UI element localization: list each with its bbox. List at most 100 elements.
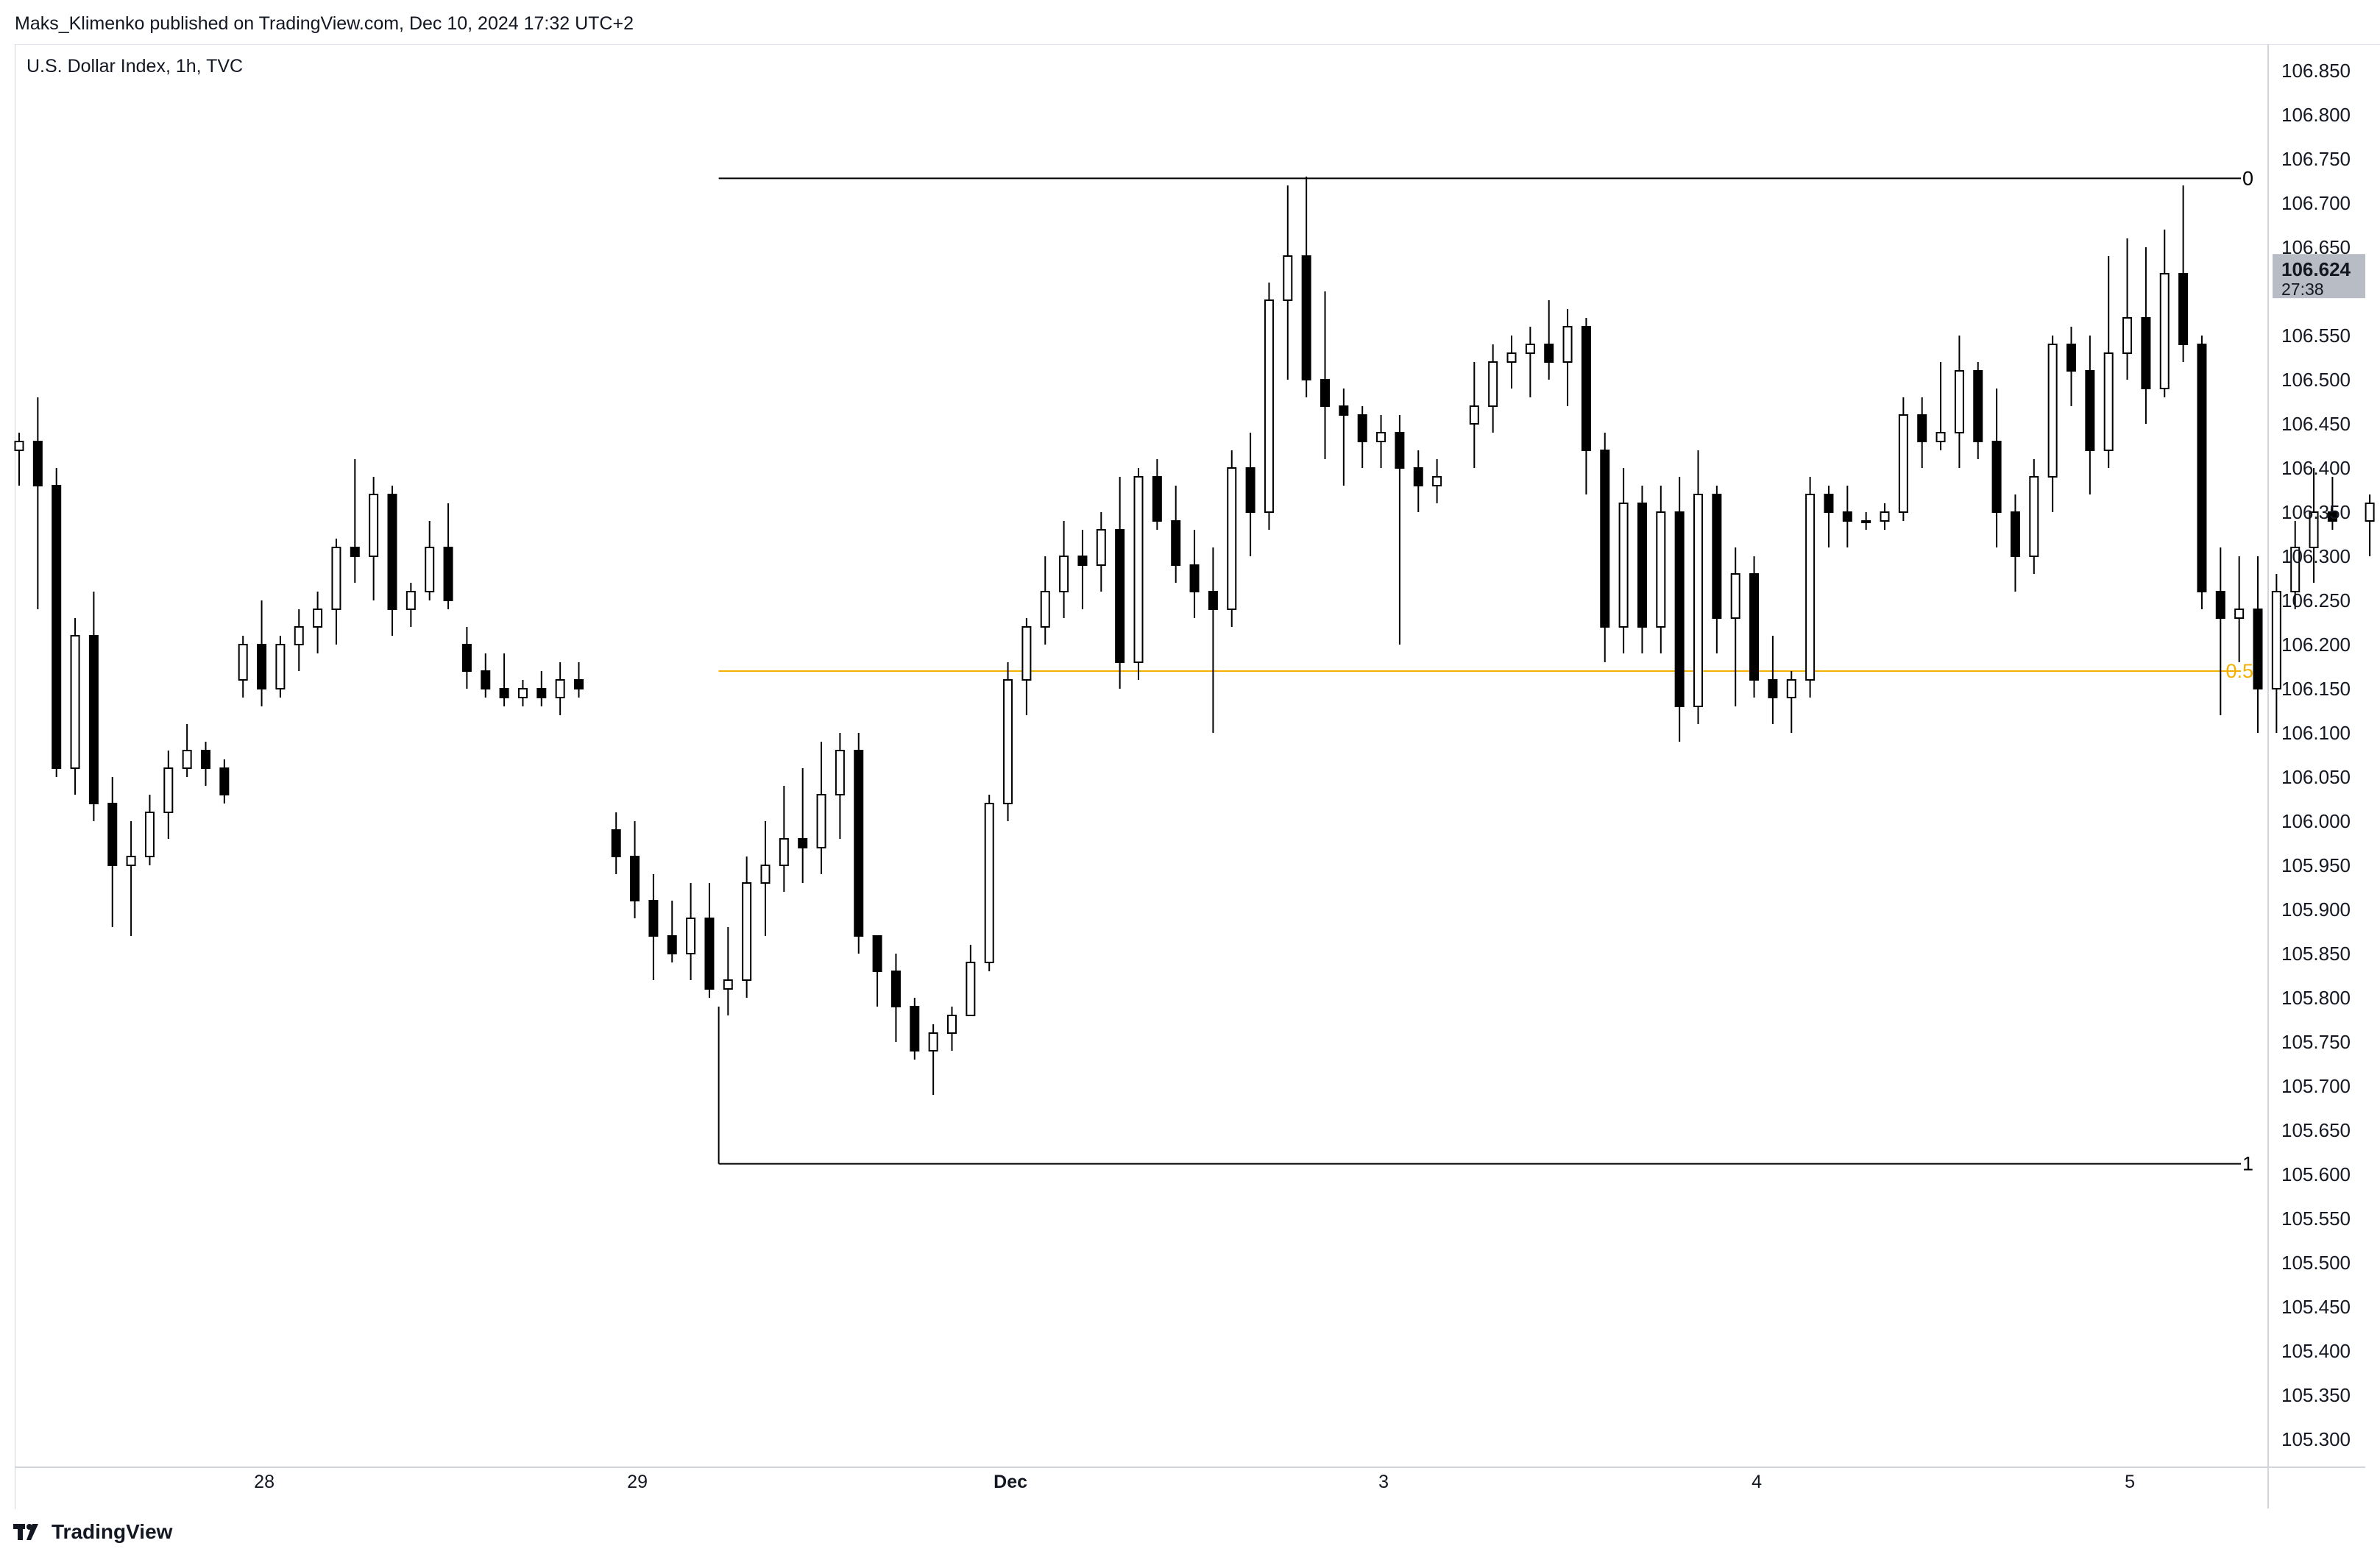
price-tick-label: 105.500 <box>2281 1252 2351 1274</box>
candle <box>2103 256 2114 468</box>
candle-body <box>2085 370 2095 451</box>
candle <box>387 486 397 636</box>
candle-body <box>1208 591 1218 610</box>
candle-body <box>910 1006 920 1051</box>
candle <box>182 724 192 777</box>
candle <box>1488 344 1498 433</box>
candle-body <box>144 812 155 857</box>
price-tick-label: 106.700 <box>2281 192 2351 214</box>
candle-body <box>760 865 771 884</box>
candle <box>257 600 267 706</box>
candle-body <box>1115 529 1125 663</box>
time-tick-label: 28 <box>254 1472 275 1492</box>
candle-body <box>2122 317 2133 354</box>
candle <box>667 901 677 962</box>
candle <box>1562 309 1573 406</box>
candle <box>219 759 230 804</box>
candle <box>201 742 210 786</box>
candle-body <box>1171 520 1181 566</box>
candle <box>2365 494 2375 556</box>
candle-body <box>1320 379 1330 407</box>
candle <box>2290 521 2301 609</box>
candle <box>1283 185 1293 380</box>
candle-body <box>1861 520 1871 523</box>
fib-retracement[interactable]: 00.51 <box>718 167 2253 1175</box>
candle-body <box>1133 476 1144 663</box>
candle-body <box>517 688 528 698</box>
candle <box>704 883 715 998</box>
candle <box>1339 389 1349 486</box>
candle-body <box>331 547 341 610</box>
candle-body <box>1786 679 1796 698</box>
candle-body <box>387 494 397 610</box>
candle-body <box>1301 255 1311 380</box>
publish-line: Maks_Klimenko published on TradingView.c… <box>15 13 634 34</box>
candle-body <box>201 750 210 769</box>
candle-body <box>984 803 994 963</box>
price-tick-label: 106.000 <box>2281 810 2351 832</box>
candle-body <box>2309 511 2319 548</box>
candle <box>481 653 491 698</box>
candle <box>499 653 509 706</box>
candle <box>443 503 453 609</box>
candle-body <box>1040 591 1050 628</box>
candle <box>1749 556 1760 698</box>
candle <box>1264 283 1274 530</box>
candle-body <box>219 767 230 795</box>
candle <box>1115 477 1125 689</box>
candle-body <box>257 644 267 689</box>
candle-body <box>1618 503 1629 628</box>
candle <box>686 883 696 980</box>
candle-body <box>574 679 584 689</box>
candle-body <box>1768 679 1778 698</box>
candle-body <box>294 626 304 645</box>
candle <box>928 1024 938 1095</box>
price-tick-label: 106.350 <box>2281 501 2351 523</box>
candle-body <box>32 441 43 486</box>
candle <box>1376 415 1386 468</box>
symbol-legend[interactable]: U.S. Dollar Index, 1h, TVC <box>26 56 244 77</box>
candle <box>1245 433 1255 556</box>
candle <box>52 468 62 777</box>
price-tick-label: 105.550 <box>2281 1207 2351 1230</box>
candle <box>1768 636 1778 724</box>
candle-body <box>275 644 286 689</box>
candle <box>1935 362 1946 450</box>
candle <box>1040 556 1050 645</box>
candle <box>536 671 547 706</box>
candle <box>1189 530 1200 618</box>
candle-body <box>1656 511 1666 628</box>
candle-body <box>2141 317 2151 389</box>
candle <box>1973 362 1983 459</box>
candle <box>1824 486 1834 547</box>
candle <box>1917 397 1927 468</box>
candle-body <box>2159 273 2170 389</box>
candle-body <box>443 547 453 601</box>
candle <box>2271 574 2281 733</box>
price-tick-label: 106.200 <box>2281 634 2351 656</box>
candle-body <box>88 635 99 804</box>
tradingview-logo-icon <box>13 1524 38 1540</box>
candle <box>331 539 341 645</box>
candle <box>1656 486 1666 653</box>
candle <box>2327 477 2337 530</box>
candle-body <box>369 494 379 557</box>
candle <box>1954 336 1964 468</box>
candle-body <box>2271 591 2281 689</box>
candle <box>648 874 659 980</box>
last-price-tag <box>2273 254 2365 299</box>
price-tick-label: 106.050 <box>2281 766 2351 788</box>
chart-frame[interactable] <box>15 44 2380 1509</box>
candle <box>1544 300 1554 380</box>
candle-body <box>163 767 174 813</box>
price-tick-label: 106.250 <box>2281 589 2351 611</box>
price-tick-label: 106.450 <box>2281 413 2351 435</box>
price-tick-label: 105.700 <box>2281 1075 2351 1097</box>
candle <box>2122 238 2133 380</box>
price-axis[interactable]: 106.850106.800106.750106.700106.650106.5… <box>2273 60 2365 1450</box>
fib-level-label: 0 <box>2242 167 2253 189</box>
candle-body <box>1562 326 1573 363</box>
candle-body <box>238 644 248 681</box>
time-axis[interactable]: 2829Dec3456910111213 <box>254 1472 2380 1492</box>
